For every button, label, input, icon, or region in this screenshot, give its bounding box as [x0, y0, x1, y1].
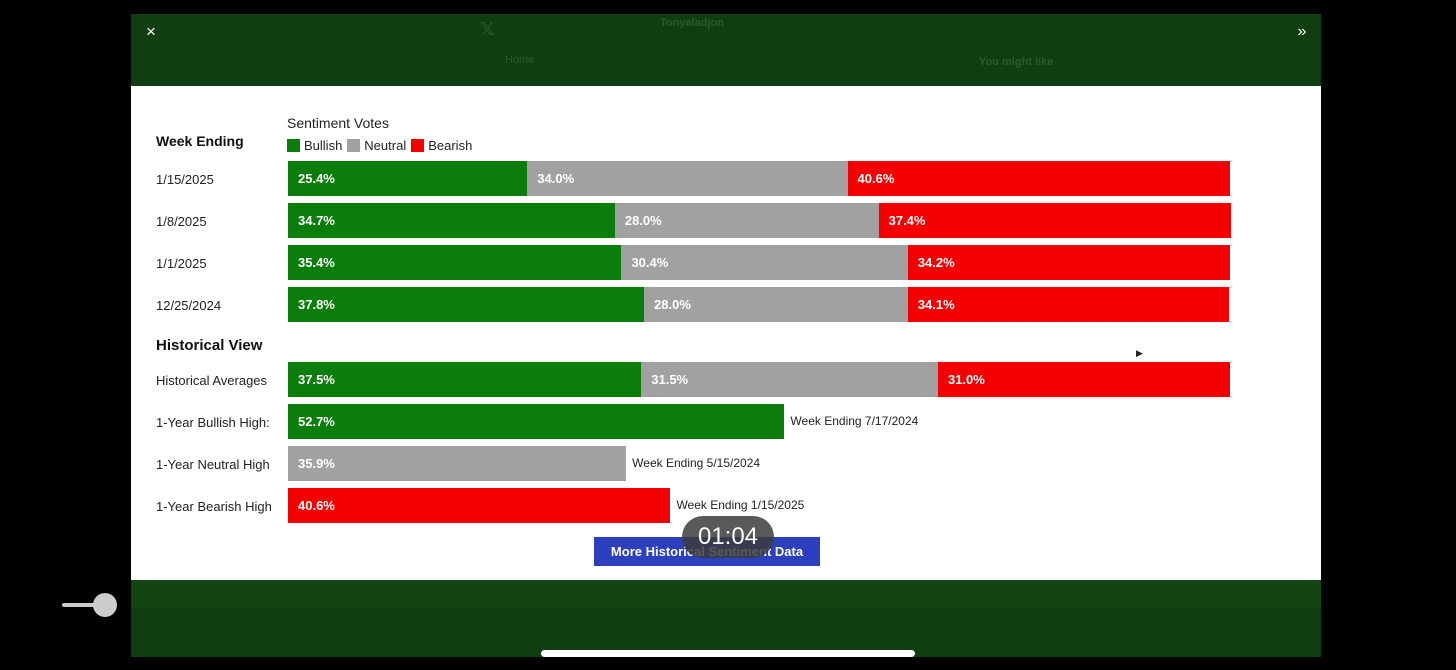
- home-indicator[interactable]: [541, 650, 915, 657]
- bar-segment-bearish: 34.1%: [907, 287, 1230, 322]
- bar-segment-bearish: 31.0%: [937, 362, 1230, 397]
- row-label-bullish-high: 1-Year Bullish High:: [156, 415, 270, 430]
- expand-icon[interactable]: »: [1297, 23, 1307, 40]
- sentiment-image: Sentiment Votes Week Ending Bullish Neut…: [131, 86, 1321, 580]
- bar-segment-bearish: 34.2%: [907, 245, 1230, 280]
- row-label-neutral-high: 1-Year Neutral High: [156, 457, 270, 472]
- historical-view-title: Historical View: [156, 337, 263, 354]
- video-timer: 01:04: [682, 516, 774, 558]
- row-label-week-1: 1/15/2025: [156, 172, 214, 187]
- high-bar-bullish: 52.7%: [288, 404, 785, 439]
- bar-segment-neutral: 31.5%: [641, 362, 938, 397]
- background-profile-name: Tonyeladjon: [660, 17, 724, 29]
- legend-item-bullish: Bullish: [287, 138, 342, 153]
- bar-segment-bullish: 37.5%: [288, 362, 642, 397]
- high-bar-segment-neutral: 35.9%: [288, 446, 627, 481]
- viewer-frame: × » 𝕏 Tonyeladjon Home You might like Se…: [131, 14, 1321, 657]
- bar-segment-neutral: 28.0%: [644, 287, 908, 322]
- volume-slider-knob[interactable]: [92, 593, 117, 617]
- bar-segment-neutral: 30.4%: [621, 245, 908, 280]
- legend-swatch-bearish: [411, 139, 425, 152]
- stacked-bar-week-3: 35.4% 30.4% 34.2%: [288, 245, 1230, 280]
- high-bar-segment-bearish: 40.6%: [288, 488, 671, 523]
- bar-segment-neutral: 28.0%: [614, 203, 879, 238]
- legend: Bullish Neutral Bearish: [287, 138, 477, 153]
- bottom-strip: [131, 580, 1321, 608]
- bar-segment-bullish: 37.8%: [288, 287, 645, 322]
- bar-segment-bullish: 25.4%: [288, 161, 528, 196]
- legend-title: Sentiment Votes: [287, 115, 389, 131]
- high-note-bullish: Week Ending 7/17/2024: [790, 414, 919, 428]
- high-bar-bearish: 40.6%: [288, 488, 671, 523]
- high-bar-neutral: 35.9%: [288, 446, 627, 481]
- high-bar-segment-bullish: 52.7%: [288, 404, 785, 439]
- legend-item-bearish: Bearish: [411, 138, 472, 153]
- background-might-like: You might like: [979, 56, 1054, 68]
- stacked-bar-week-1: 25.4% 34.0% 40.6%: [288, 161, 1230, 196]
- x-logo-icon: 𝕏: [480, 19, 495, 39]
- stacked-bar-historical-averages: 37.5% 31.5% 31.0%: [288, 362, 1230, 397]
- legend-label-bearish: Bearish: [428, 138, 473, 153]
- high-note-neutral: Week Ending 5/15/2024: [632, 456, 761, 470]
- row-label-week-3: 1/1/2025: [156, 256, 207, 271]
- mouse-cursor-icon: ▶: [1136, 348, 1143, 358]
- week-ending-header: Week Ending: [156, 133, 244, 149]
- legend-swatch-neutral: [347, 139, 361, 152]
- row-label-historical-averages: Historical Averages: [156, 373, 268, 388]
- high-note-bearish: Week Ending 1/15/2025: [676, 498, 805, 512]
- row-label-week-2: 1/8/2025: [156, 214, 207, 229]
- bar-segment-bearish: 37.4%: [878, 203, 1231, 238]
- viewer-top-bar: × » 𝕏 Tonyeladjon Home You might like: [131, 14, 1321, 86]
- bar-segment-bullish: 35.4%: [288, 245, 622, 280]
- row-label-bearish-high: 1-Year Bearish High: [156, 499, 272, 514]
- stacked-bar-week-2: 34.7% 28.0% 37.4%: [288, 203, 1231, 238]
- stacked-bar-week-4: 37.8% 28.0% 34.1%: [288, 287, 1230, 322]
- legend-label-neutral: Neutral: [364, 138, 407, 153]
- volume-slider-track[interactable]: [62, 603, 114, 607]
- legend-label-bullish: Bullish: [304, 138, 343, 153]
- bar-segment-bullish: 34.7%: [288, 203, 615, 238]
- background-home-label: Home: [505, 54, 535, 66]
- bar-segment-bearish: 40.6%: [847, 161, 1230, 196]
- row-label-week-4: 12/25/2024: [156, 298, 222, 313]
- legend-item-neutral: Neutral: [347, 138, 406, 153]
- legend-swatch-bullish: [287, 139, 300, 152]
- bar-segment-neutral: 34.0%: [527, 161, 848, 196]
- close-icon[interactable]: ×: [146, 22, 156, 41]
